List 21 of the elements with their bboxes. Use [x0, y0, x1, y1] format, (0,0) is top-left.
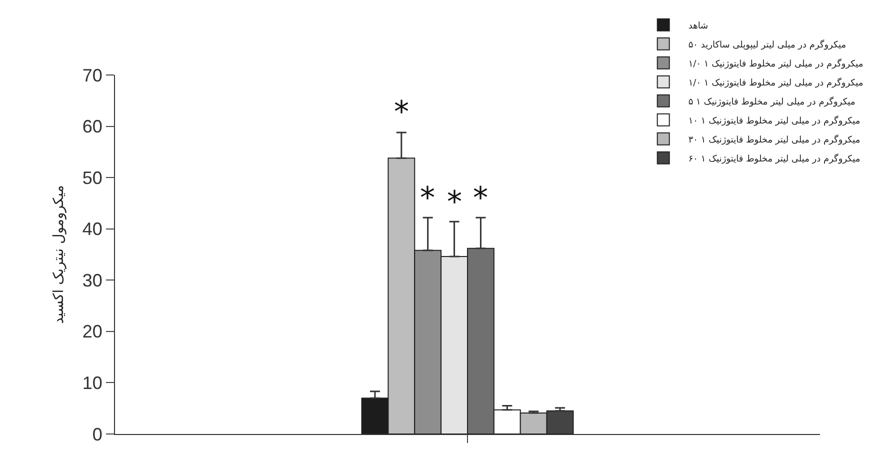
data-label: *: [473, 181, 488, 216]
y-tick-label: 70: [82, 65, 102, 86]
y-tick-label: 30: [82, 270, 102, 290]
legend-label: ۵ میکروگرم در میلی لیتر مخلوط فایتوژنیک ۱: [688, 95, 856, 108]
y-tick-label: 0: [92, 424, 102, 444]
data-label: *: [394, 95, 409, 130]
y-tick-label: 40: [82, 219, 102, 240]
data-label: *: [420, 181, 435, 216]
y-axis-title: میکرومول نیتریک اکسید: [50, 185, 67, 324]
y-tick-label: 10: [82, 373, 102, 394]
legend-label: شاهد: [688, 21, 708, 32]
y-tick-label: 50: [82, 168, 102, 188]
data-label: *: [447, 185, 462, 220]
y-tick-label: 20: [82, 322, 102, 342]
y-tick-label: 60: [82, 116, 102, 137]
legend-label: ۵۰ میکروگرم در میلی لیتر لیپوپلی ساکارید: [688, 38, 846, 50]
legend-label: ۶۰ میکروگرم در میلی لیتر مخلوط فایتوژنیک ۱: [688, 152, 860, 164]
legend-label: ۱/۰ میکروگرم در میلی لیتر مخلوط فایتوژنیک ۱: [688, 76, 864, 88]
legend-label: ۱/۰ میکروگرم در میلی لیتر مخلوط فایتوژنیک ۱: [688, 57, 864, 70]
legend-label: ۳۰ میکروگرم در میلی لیتر مخلوط فایتوژنیک ۱: [688, 133, 860, 146]
legend-label: ۱۰ میکروگرم در میلی لیتر مخلوط فایتوژنیک ۱: [688, 114, 860, 126]
